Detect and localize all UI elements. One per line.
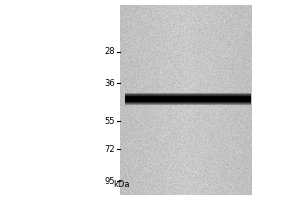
Bar [124, 103, 250, 104]
Bar [124, 103, 250, 104]
Text: 36: 36 [104, 78, 115, 88]
Bar [124, 101, 250, 102]
Bar [124, 104, 250, 105]
Bar [124, 97, 250, 98]
Bar [124, 94, 250, 95]
Text: 95: 95 [104, 176, 115, 186]
Bar [124, 94, 250, 95]
Bar [124, 99, 250, 100]
Bar [124, 102, 250, 103]
Bar [124, 101, 250, 102]
Bar [124, 99, 250, 100]
Bar [124, 100, 250, 101]
Bar [124, 94, 250, 95]
Bar [124, 94, 250, 95]
Bar [124, 95, 250, 96]
Text: kDa: kDa [113, 180, 130, 189]
Bar [124, 97, 250, 98]
Bar [124, 100, 250, 101]
Bar [124, 93, 250, 94]
Text: 28: 28 [104, 47, 115, 56]
Bar [124, 100, 250, 101]
Bar [124, 96, 250, 97]
Bar [124, 93, 250, 94]
Bar [124, 96, 250, 97]
Bar [124, 96, 250, 97]
Bar [124, 104, 250, 105]
Bar [124, 98, 250, 99]
Text: 55: 55 [104, 116, 115, 126]
Bar [124, 102, 250, 103]
Bar [124, 102, 250, 103]
Bar [124, 99, 250, 100]
Bar [124, 103, 250, 104]
Bar [124, 97, 250, 98]
Bar [124, 95, 250, 96]
Bar [124, 100, 250, 101]
Bar [124, 93, 250, 94]
Bar [124, 98, 250, 99]
Bar [124, 96, 250, 97]
Bar [124, 98, 250, 99]
Bar [120, 5, 252, 195]
Text: 72: 72 [104, 144, 115, 154]
Bar [124, 104, 250, 105]
Bar [124, 101, 250, 102]
Bar [124, 101, 250, 102]
Bar [124, 97, 250, 98]
Bar [124, 95, 250, 96]
